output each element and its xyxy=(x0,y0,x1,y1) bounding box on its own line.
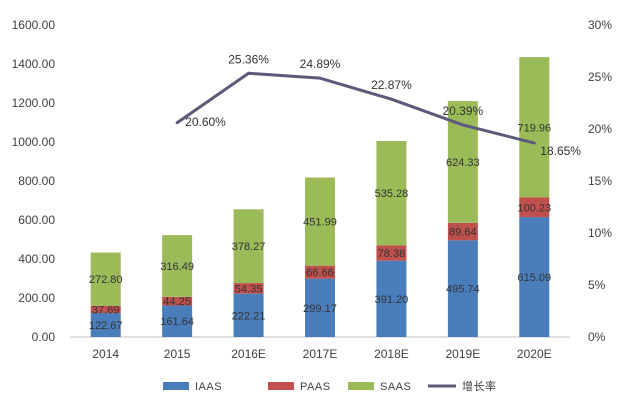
bar-label-paas: 78.38 xyxy=(378,248,406,260)
bar-paas-2018e xyxy=(376,245,407,261)
legend-label-iaas: IAAS xyxy=(195,381,222,393)
x-axis-tick-label: 2020E xyxy=(517,347,552,361)
growth-rate-label: 24.89% xyxy=(300,57,341,71)
bar-label-saas: 451.99 xyxy=(303,217,337,229)
bar-iaas-2016e xyxy=(233,293,264,337)
bar-label-paas: 54.35 xyxy=(235,283,263,295)
growth-rate-point xyxy=(461,123,465,127)
x-axis-tick-label: 2017E xyxy=(303,347,338,361)
x-axis-tick-label: 2016E xyxy=(231,347,266,361)
legend-label-saas: SAAS xyxy=(380,381,411,393)
right-axis-tick-label: 10% xyxy=(588,226,612,240)
growth-rate-label: 20.39% xyxy=(443,104,484,118)
bar-label-saas: 535.28 xyxy=(375,188,409,200)
legend-swatch-paas xyxy=(268,382,294,390)
bar-paas-2017e xyxy=(305,265,335,279)
left-axis-tick-label: 200.00 xyxy=(18,291,55,305)
growth-rate-line-layer: 20.60% 25.36% 24.89% 22.87% 20.39% 18.65% xyxy=(175,52,581,158)
legend-label-paas: PAAS xyxy=(300,381,331,393)
bar-data-labels: 122.67 37.69 272.80 161.64 44.25 316.49 222.21… xyxy=(89,122,551,332)
legend-swatch-saas xyxy=(348,382,374,390)
bar-paas-2020e xyxy=(519,197,550,218)
bar-label-saas: 316.49 xyxy=(160,261,194,273)
bar-label-paas: 44.25 xyxy=(163,296,191,308)
growth-rate-label: 25.36% xyxy=(228,52,269,66)
bar-saas-2014 xyxy=(90,252,121,306)
bar-paas-2015 xyxy=(162,296,193,306)
x-axis-tick-label: 2018E xyxy=(374,347,409,361)
bar-label-saas: 272.80 xyxy=(89,274,123,286)
left-axis-tick-label: 1400.00 xyxy=(12,57,56,71)
right-axis-tick-label: 5% xyxy=(588,278,606,292)
bar-saas-2020e xyxy=(519,57,550,198)
growth-rate-point xyxy=(318,76,322,80)
right-y-axis: 0% 5% 10% 15% 20% 25% 30% xyxy=(588,18,612,344)
x-axis: 2014 2015 2016E 2017E 2018E 2019E 2020E xyxy=(92,347,551,361)
bar-label-saas: 378.27 xyxy=(232,241,266,253)
bar-saas-2016e xyxy=(233,209,264,284)
bar-label-iaas: 122.67 xyxy=(89,320,123,332)
legend-label-growth-rate: 增长率 xyxy=(462,379,497,393)
bar-label-iaas: 391.20 xyxy=(375,294,409,306)
bar-label-iaas: 495.74 xyxy=(446,284,480,296)
growth-rate-point xyxy=(247,71,251,75)
bar-saas-2015 xyxy=(162,235,193,297)
bar-label-paas: 66.66 xyxy=(306,267,334,279)
right-axis-tick-label: 25% xyxy=(588,70,612,84)
left-y-axis: 0.00 200.00 400.00 600.00 800.00 1000.00 1200.… xyxy=(12,18,56,344)
growth-rate-line xyxy=(176,71,535,145)
left-axis-tick-label: 0.00 xyxy=(32,330,56,344)
bar-saas-2017e xyxy=(305,177,335,266)
bar-label-paas: 100.23 xyxy=(517,202,551,214)
growth-rate-point xyxy=(175,121,179,125)
growth-rate-label: 18.65% xyxy=(540,144,581,158)
right-axis-tick-label: 0% xyxy=(588,330,606,344)
bar-label-paas: 89.64 xyxy=(449,227,477,239)
bar-label-iaas: 222.21 xyxy=(232,310,266,322)
bar-saas-2018e xyxy=(376,141,407,246)
x-axis-tick-label: 2014 xyxy=(92,347,119,361)
bar-paas-2014 xyxy=(90,305,121,314)
bar-paas-2019e xyxy=(447,222,478,241)
legend: IAAS PAAS SAAS 增长率 xyxy=(163,379,497,393)
left-axis-tick-label: 800.00 xyxy=(18,174,55,188)
left-axis-tick-label: 1200.00 xyxy=(12,96,56,110)
bar-iaas-2020e xyxy=(519,217,550,337)
right-axis-tick-label: 30% xyxy=(588,18,612,32)
bar-label-paas: 37.69 xyxy=(92,304,120,316)
growth-rate-label: 20.60% xyxy=(185,115,226,129)
left-axis-tick-label: 600.00 xyxy=(18,213,55,227)
bar-label-saas: 624.33 xyxy=(446,157,480,169)
bars xyxy=(90,57,550,337)
bar-label-iaas: 299.17 xyxy=(303,303,337,315)
x-axis-tick-label: 2015 xyxy=(164,347,191,361)
bar-iaas-2014 xyxy=(90,313,121,337)
growth-rate-point xyxy=(389,97,393,101)
right-axis-tick-label: 20% xyxy=(588,122,612,136)
x-axis-tick-label: 2019E xyxy=(446,347,481,361)
right-axis-tick-label: 15% xyxy=(588,174,612,188)
bar-iaas-2019e xyxy=(447,240,478,337)
growth-rate-point xyxy=(532,141,536,145)
bar-paas-2016e xyxy=(233,283,264,294)
bar-label-iaas: 161.64 xyxy=(160,316,194,328)
bar-label-saas: 719.96 xyxy=(517,122,551,134)
left-axis-tick-label: 400.00 xyxy=(18,252,55,266)
bar-iaas-2015 xyxy=(162,305,193,337)
bar-iaas-2017e xyxy=(305,278,335,337)
left-axis-tick-label: 1600.00 xyxy=(12,18,56,32)
left-axis-tick-label: 1000.00 xyxy=(12,135,56,149)
bar-label-iaas: 615.09 xyxy=(517,272,551,284)
bar-iaas-2018e xyxy=(376,260,407,337)
legend-swatch-iaas xyxy=(163,382,189,390)
growth-rate-label: 22.87% xyxy=(371,78,412,92)
